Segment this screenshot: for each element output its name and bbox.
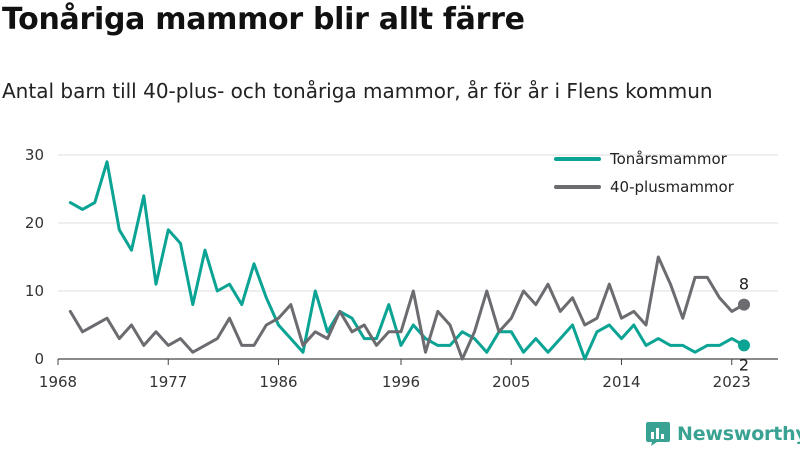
y-tick-label-10: 10 [25,282,44,300]
legend: Tonårsmammor 40-plusmammor [554,150,735,196]
x-tick-label-2023: 2023 [713,373,751,391]
y-tick-label-30: 30 [25,146,44,164]
legend-label-ton-rsmammor: Tonårsmammor [609,150,728,168]
brand-name: Newsworthy [677,423,800,445]
end-label-ton-rsmammor: 2 [739,355,749,374]
y-tick-label-20: 20 [25,214,44,232]
newsworthy-logo-icon [646,422,670,446]
end-point-40-plusmammor [738,298,750,311]
y-axis: 0 10 20 30 [25,146,44,368]
chart-title: Tonåriga mammor blir allt färre [2,2,525,37]
series-line-ton-rsmammor [68,160,746,361]
x-tick-label-1968: 1968 [39,373,77,391]
end-label-40-plusmammor: 8 [739,275,749,294]
x-tick-label-1977: 1977 [149,373,187,391]
x-axis: 1968 1977 1986 1996 2005 2014 2023 [39,359,751,391]
chart-subtitle: Antal barn till 40-plus- och tonåriga ma… [2,79,713,103]
legend-label-40-plusmammor: 40-plusmammor [610,178,735,196]
series-lines: 28 [68,160,750,374]
y-tick-label-0: 0 [34,350,44,368]
series-line-40-plusmammor [68,255,746,361]
x-tick-label-1986: 1986 [259,373,297,391]
brand-logo: Newsworthy [645,420,800,448]
x-tick-label-2005: 2005 [492,373,530,391]
x-tick-label-2014: 2014 [602,373,640,391]
gridlines [58,154,778,360]
end-point-ton-rsmammor [738,339,750,352]
x-tick-label-1996: 1996 [382,373,420,391]
